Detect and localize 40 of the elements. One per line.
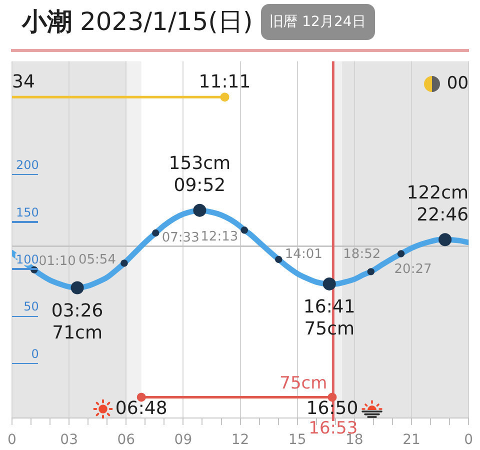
x-tick-label: 21	[402, 432, 420, 448]
point	[152, 229, 160, 237]
point	[70, 281, 84, 294]
annotation: 75cm	[280, 374, 328, 394]
point	[220, 92, 230, 102]
y-tick-label: 200	[16, 158, 39, 172]
annotation: 00	[446, 73, 469, 94]
point	[275, 256, 282, 264]
annotation: 11:11	[198, 72, 251, 93]
x-tick-label: 03	[60, 432, 78, 448]
x-tick-label: 15	[288, 432, 306, 448]
x-tick-label: 12	[231, 432, 250, 448]
point	[367, 268, 374, 276]
point	[397, 250, 405, 258]
y-tick-label: 0	[31, 346, 39, 361]
label-badge: 旧暦 12月24日	[260, 4, 375, 40]
annotation: 18:52	[343, 247, 381, 262]
y-tick-label: 50	[24, 300, 39, 314]
annotation: 14:01	[284, 246, 322, 262]
point	[193, 204, 206, 217]
y-tick-label: 150	[16, 205, 39, 220]
chart-subtitle: 2023/1/15(日)	[80, 7, 253, 36]
point	[240, 226, 248, 234]
data-label: 122cm 22:46	[406, 182, 469, 226]
chart-title: 小潮	[22, 7, 72, 36]
annotation: 20:27	[394, 262, 432, 278]
x-tick-label: 09	[174, 432, 192, 448]
annotation: 34	[12, 72, 35, 93]
point	[322, 277, 336, 290]
data-label: 03:26 71cm	[51, 300, 104, 344]
annotation: 01:10	[38, 254, 76, 270]
annotation: 12:13	[200, 230, 238, 245]
point	[120, 260, 128, 267]
annotation: 05:54	[78, 252, 116, 268]
x-tick-label: 06	[117, 432, 136, 448]
annotation: 07:33	[162, 230, 200, 246]
data-label: 153cm 09:52	[168, 153, 231, 196]
x-tick-label: 0	[464, 432, 474, 448]
point	[438, 233, 452, 246]
annotation: 06:48	[115, 398, 168, 419]
